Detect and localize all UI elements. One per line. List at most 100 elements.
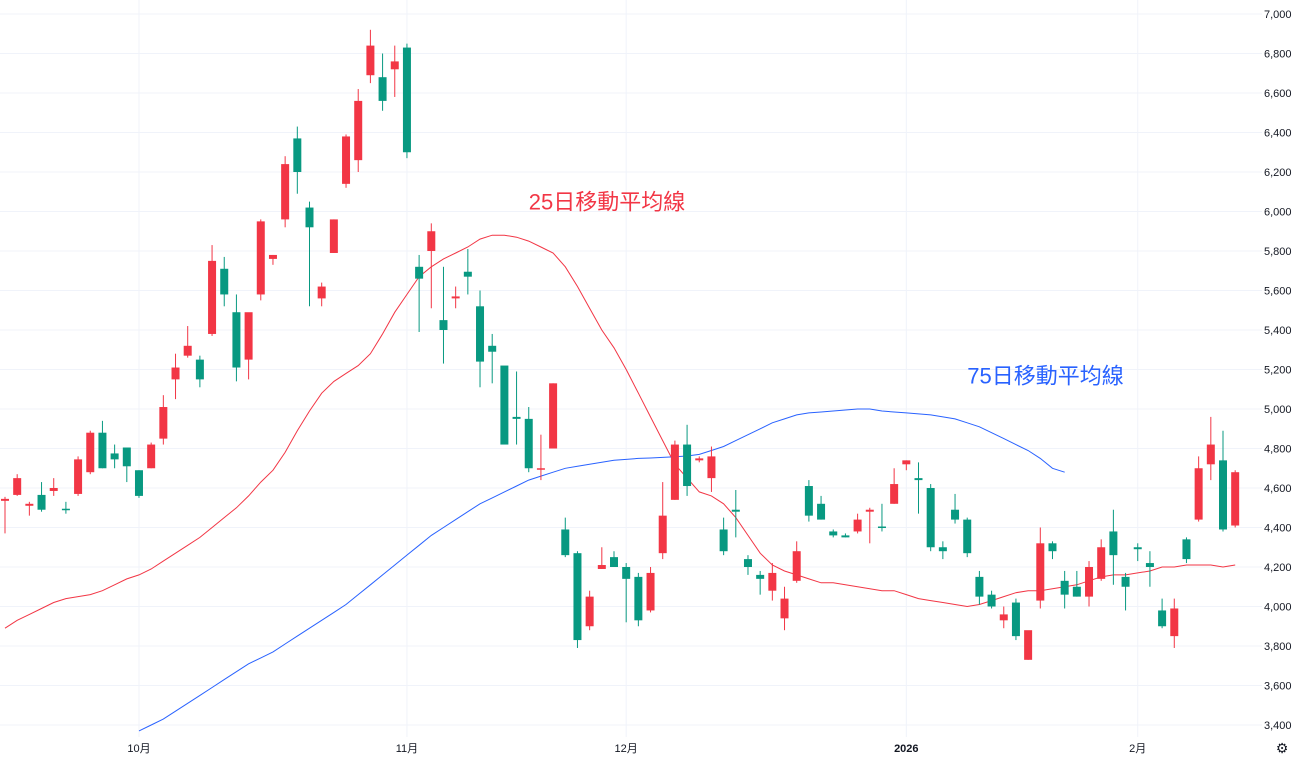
candle-body [792, 551, 801, 581]
y-tick-label: 4,800 [1264, 444, 1292, 456]
candle-79 [963, 517, 972, 558]
x-tick-label: 10月 [127, 743, 150, 755]
candle-body [256, 221, 265, 295]
candle-body [74, 459, 83, 494]
candle-34 [415, 254, 424, 332]
candle-body [695, 458, 704, 461]
candle-body [195, 359, 204, 380]
candle-32 [390, 45, 399, 97]
x-axis: 10月 11月 12月 2026 2月 [127, 743, 1146, 755]
candle-9 [110, 444, 119, 469]
candle-body [731, 509, 740, 512]
candle-body [817, 503, 826, 520]
candle-body [1, 498, 9, 501]
candle-26 [317, 282, 326, 307]
candle-body [610, 557, 618, 567]
candle-71 [865, 507, 874, 544]
y-tick-label: 7,000 [1264, 9, 1292, 21]
candle-31 [378, 53, 387, 111]
candle-42 [512, 371, 521, 445]
annotations: 25日移動平均線 75日移動平均線 [529, 190, 1124, 389]
ma75-line [138, 408, 1065, 732]
candle-69 [841, 533, 850, 538]
gear-icon[interactable]: ⚙ [1275, 739, 1289, 756]
candle-59 [719, 517, 728, 556]
candle-body [670, 444, 679, 500]
candle-body [951, 509, 960, 520]
candle-48 [585, 590, 594, 631]
candle-5 [61, 501, 70, 514]
candle-body [1194, 468, 1203, 520]
candle-body [134, 470, 143, 496]
y-tick-label: 6,200 [1264, 167, 1292, 179]
annotation-0: 25日移動平均線 [529, 190, 685, 215]
candle-101 [1231, 470, 1240, 528]
x-tick-label: 12月 [615, 743, 638, 755]
candle-body [683, 444, 692, 487]
candle-body [305, 207, 314, 228]
candle-body [1109, 531, 1118, 556]
candle-64 [780, 586, 789, 631]
candle-20 [244, 312, 253, 380]
candle-35 [427, 223, 436, 309]
candle-100 [1219, 430, 1227, 532]
candle-21 [256, 219, 265, 301]
candle-60 [731, 489, 740, 538]
candle-body [427, 231, 436, 251]
candle-52 [634, 572, 643, 627]
candle-63 [768, 563, 777, 601]
candle-body [841, 535, 850, 538]
y-tick-label: 6,800 [1264, 49, 1292, 61]
candle-body [963, 519, 972, 554]
candles [1, 29, 1240, 660]
candle-7 [86, 430, 95, 475]
candle-30 [366, 29, 375, 84]
candle-90 [1097, 539, 1106, 581]
candle-62 [756, 570, 765, 595]
candle-46 [561, 517, 570, 558]
candle-body [147, 444, 156, 469]
candle-43 [524, 407, 533, 473]
y-tick-label: 6,000 [1264, 207, 1292, 219]
candle-body [1011, 602, 1020, 637]
candle-body [804, 486, 813, 516]
candle-98 [1194, 456, 1203, 522]
candle-87 [1060, 570, 1069, 609]
candle-78 [951, 493, 960, 524]
candle-body [1170, 608, 1179, 637]
candle-14 [171, 353, 180, 400]
y-tick-label: 4,400 [1264, 523, 1292, 535]
candle-body [61, 508, 70, 511]
candle-body [13, 478, 22, 495]
candle-15 [183, 326, 192, 358]
candle-body [439, 320, 448, 330]
candle-97 [1182, 537, 1191, 564]
candle-68 [829, 529, 838, 538]
y-tick-label: 5,600 [1264, 286, 1292, 298]
candle-93 [1133, 543, 1142, 562]
candle-45 [549, 383, 558, 449]
candle-38 [463, 249, 472, 295]
y-tick-label: 5,800 [1264, 246, 1292, 258]
candle-55 [670, 440, 679, 500]
candle-body [719, 529, 728, 552]
candle-95 [1158, 598, 1167, 629]
candle-88 [1072, 570, 1081, 597]
candle-23 [281, 156, 290, 228]
candle-body [938, 547, 947, 552]
candle-body [1097, 547, 1106, 579]
candle-body [829, 531, 838, 536]
candle-44 [536, 434, 545, 481]
candle-91 [1109, 509, 1118, 585]
candle-body [390, 61, 399, 70]
candle-76 [926, 484, 935, 552]
candle-99 [1206, 416, 1215, 481]
candle-49 [597, 547, 606, 569]
candle-body [926, 488, 935, 548]
y-axis: 3,400 3,600 3,800 4,000 4,200 4,400 4,600 4,800… [1264, 9, 1292, 732]
candle-body [1048, 543, 1057, 552]
candle-body [743, 559, 752, 567]
candle-22 [268, 254, 277, 265]
candle-96 [1170, 598, 1179, 648]
candle-54 [658, 482, 667, 560]
